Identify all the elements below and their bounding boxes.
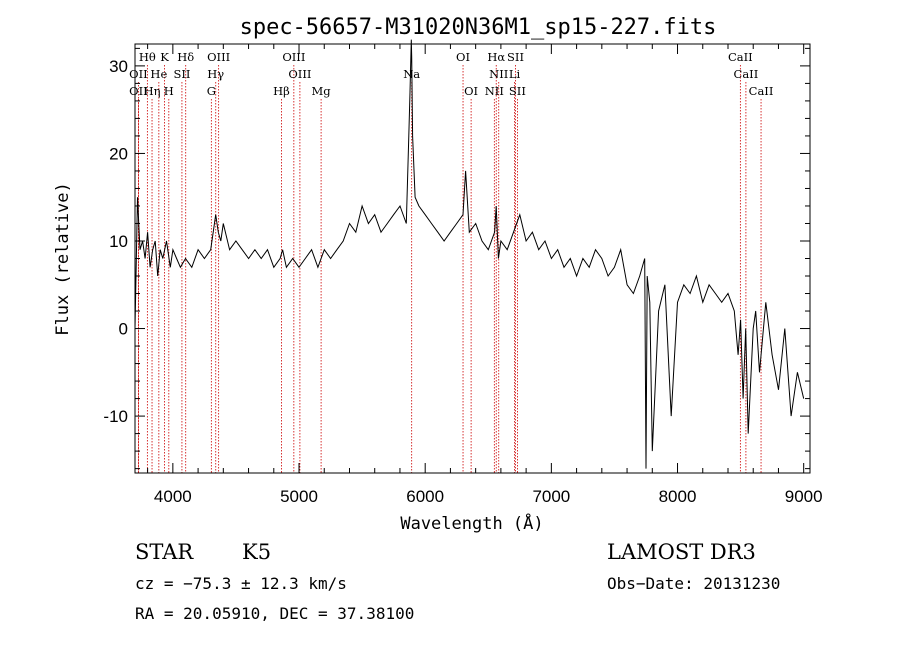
x-tick-label: 8000 bbox=[659, 487, 697, 506]
x-tick-label: 5000 bbox=[280, 487, 318, 506]
line-label: Hη bbox=[144, 84, 161, 98]
x-tick-label: 7000 bbox=[532, 487, 570, 506]
line-label: Li bbox=[509, 67, 521, 81]
line-label: OIII bbox=[207, 50, 230, 64]
line-label: Hθ bbox=[139, 50, 156, 64]
line-label: CaII bbox=[734, 67, 759, 81]
ra-dec: RA = 20.05910, DEC = 37.38100 bbox=[135, 604, 415, 623]
line-label: SII bbox=[507, 50, 524, 64]
line-label: OIII bbox=[288, 67, 311, 81]
line-label: CaII bbox=[728, 50, 753, 64]
line-label: CaII bbox=[749, 84, 774, 98]
object-class: STAR bbox=[135, 540, 194, 564]
line-label: OIII bbox=[282, 50, 305, 64]
line-label: He bbox=[150, 67, 167, 81]
spectrum-chart: spec-56657-M31020N36M1_sp15-227.fits Hθ K… bbox=[53, 15, 823, 534]
line-label: NII bbox=[485, 84, 504, 98]
line-label: SII bbox=[173, 67, 190, 81]
line-label: H bbox=[164, 84, 174, 98]
x-tick-label: 9000 bbox=[785, 487, 823, 506]
y-tick-label: -10 bbox=[103, 407, 128, 426]
line-label: OII bbox=[129, 67, 148, 81]
y-axis: -10 0 10 20 30 bbox=[103, 47, 810, 470]
line-label: Hγ bbox=[207, 67, 224, 81]
line-label: Mg bbox=[312, 84, 332, 98]
line-label: Hβ bbox=[273, 84, 290, 98]
line-label: OI bbox=[456, 50, 470, 64]
line-label: Hα bbox=[487, 50, 505, 64]
line-label: K bbox=[160, 50, 169, 64]
object-subclass: K5 bbox=[242, 540, 272, 564]
x-axis-label: Wavelength (Å) bbox=[400, 512, 543, 534]
observation-date: Obs−Date: 20131230 bbox=[607, 574, 781, 593]
redshift-cz: cz = −75.3 ± 12.3 km/s bbox=[135, 574, 347, 593]
y-tick-label: 20 bbox=[109, 144, 128, 163]
x-axis: 4000 5000 6000 7000 8000 9000 bbox=[147, 44, 823, 506]
line-label: OII bbox=[129, 84, 148, 98]
y-tick-label: 0 bbox=[119, 320, 128, 339]
plot-frame bbox=[134, 43, 811, 474]
survey-name: LAMOST DR3 bbox=[607, 540, 756, 564]
spectrum-line bbox=[134, 39, 805, 469]
line-label: G bbox=[207, 84, 216, 98]
line-label: NII bbox=[489, 67, 508, 81]
line-label: SII bbox=[509, 84, 526, 98]
chart-title: spec-56657-M31020N36M1_sp15-227.fits bbox=[240, 15, 717, 40]
line-label: Hδ bbox=[177, 50, 194, 64]
y-tick-label: 10 bbox=[109, 232, 128, 251]
line-label: OI bbox=[464, 84, 478, 98]
x-tick-label: 6000 bbox=[406, 487, 444, 506]
y-axis-label: Flux (relative) bbox=[53, 182, 73, 336]
y-tick-label: 30 bbox=[109, 57, 128, 76]
x-tick-label: 4000 bbox=[154, 487, 192, 506]
